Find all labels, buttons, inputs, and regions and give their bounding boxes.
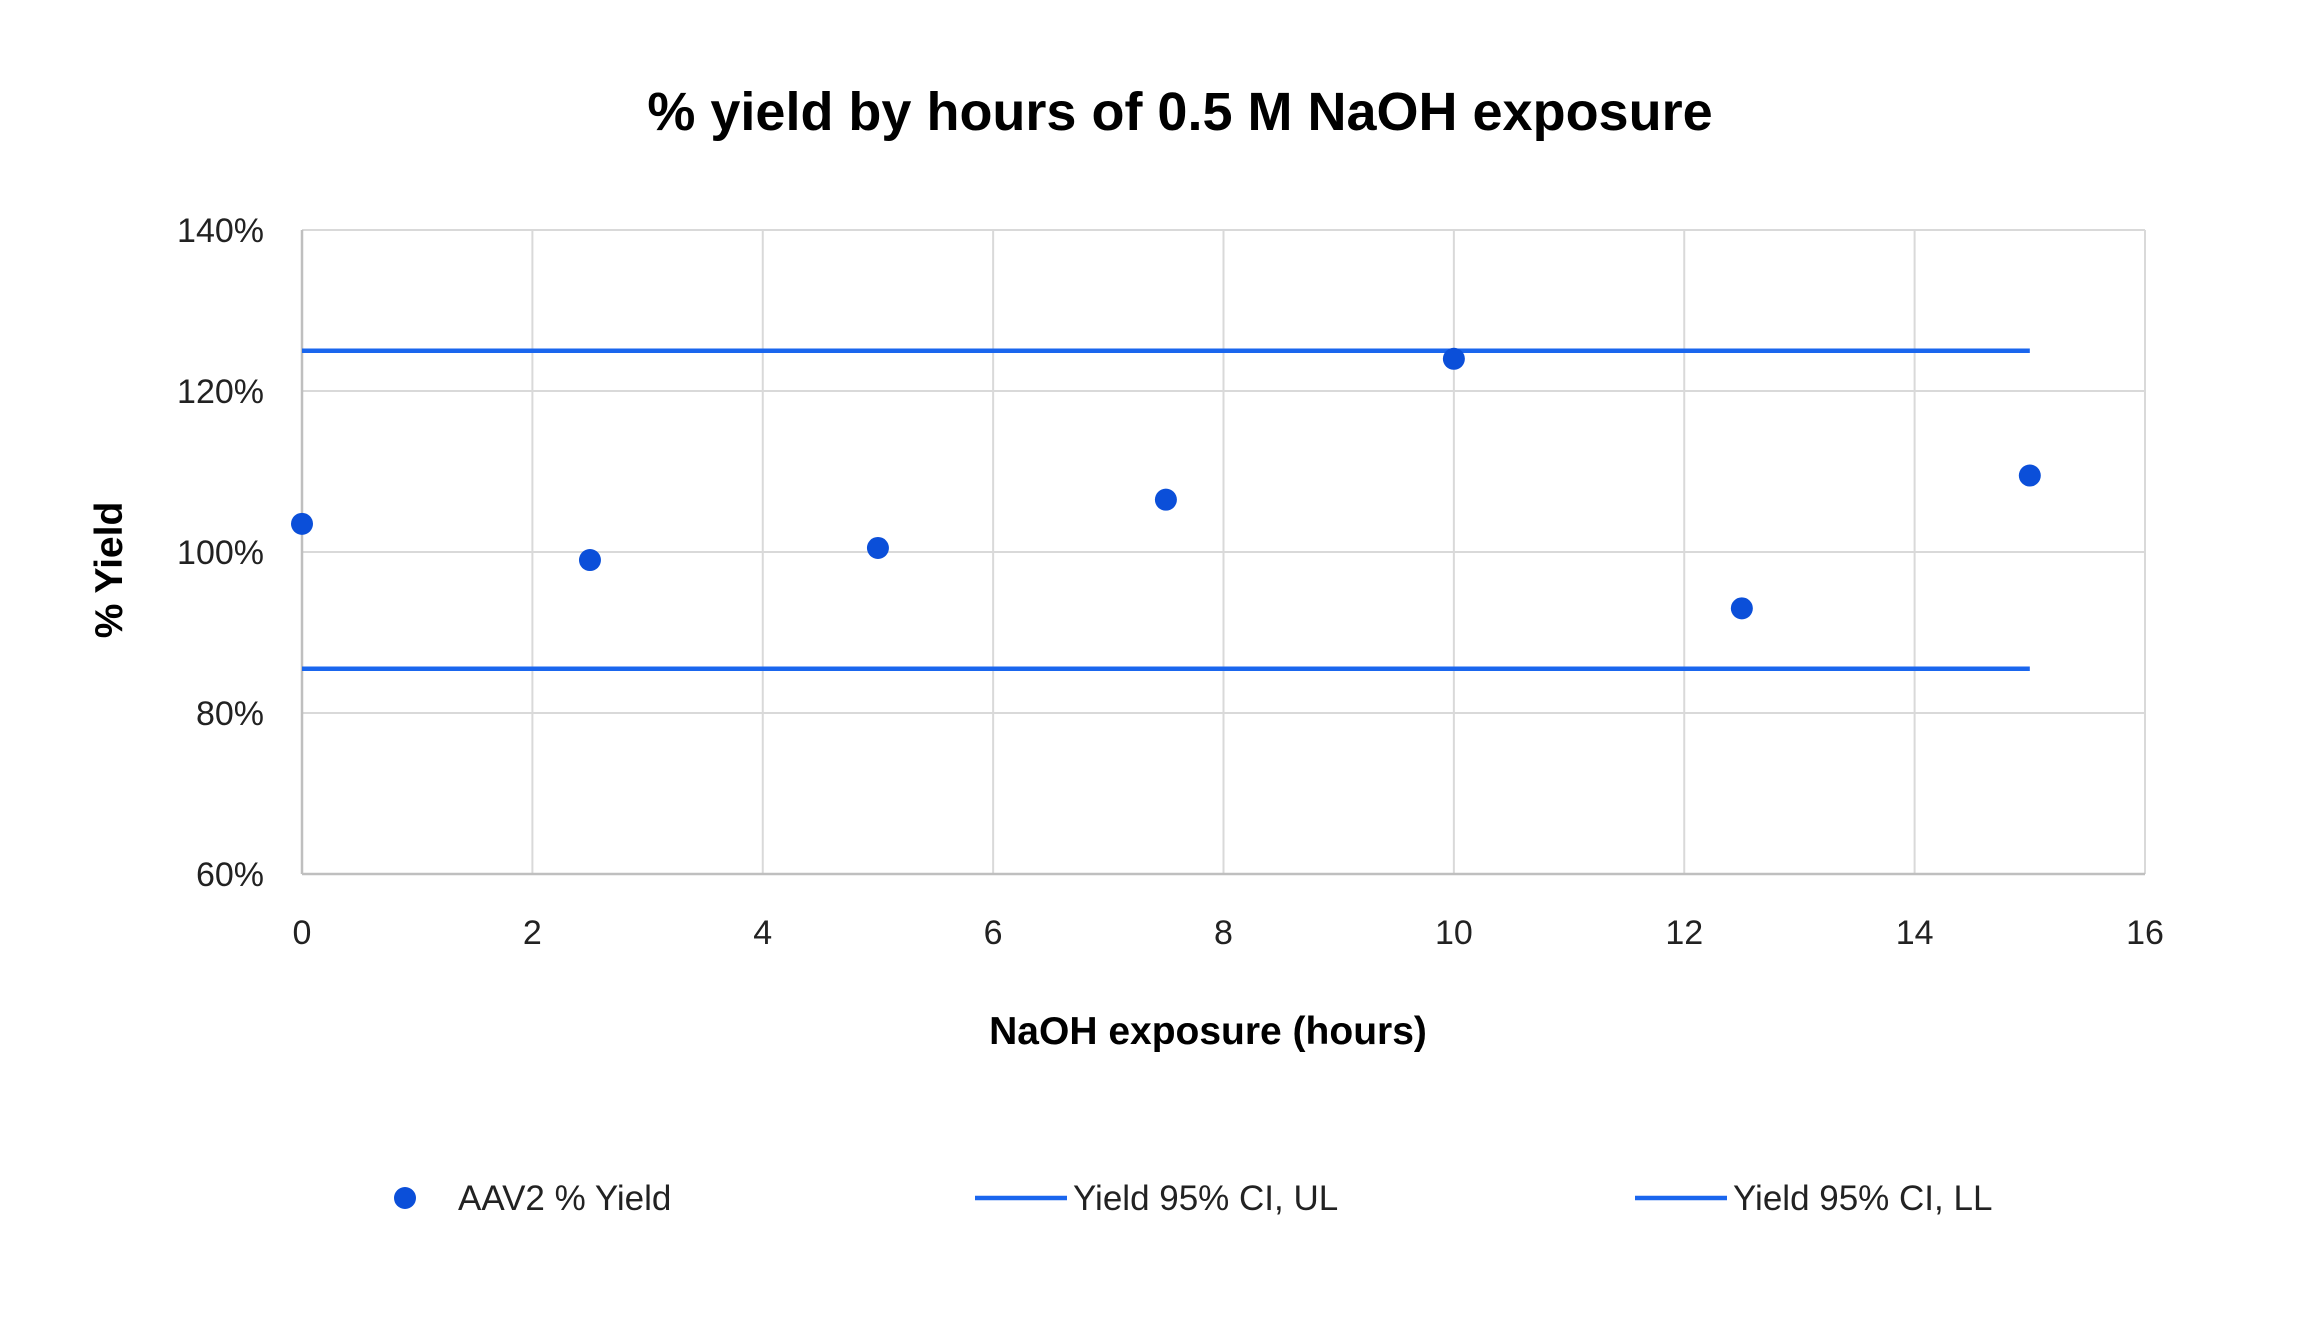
legend-label: Yield 95% CI, LL <box>1733 1179 1992 1218</box>
x-tick-label: 4 <box>753 914 772 952</box>
data-point <box>1154 488 1177 511</box>
x-tick-label: 12 <box>1665 914 1703 952</box>
y-axis-title: % Yield <box>88 502 131 639</box>
x-tick-label: 14 <box>1896 914 1934 952</box>
legend-label: AAV2 % Yield <box>458 1179 671 1218</box>
x-tick-label: 16 <box>2126 914 2164 952</box>
data-point <box>291 512 313 535</box>
data-point <box>578 549 601 572</box>
y-tick-label: 80% <box>196 695 264 733</box>
y-tick-label: 140% <box>177 212 264 250</box>
gridlines <box>302 229 2146 874</box>
legend-marker-swatch <box>394 1187 416 1209</box>
y-tick-label: 100% <box>177 534 264 572</box>
y-tick-labels: 60% 80% 100% 120% 140% <box>177 212 264 894</box>
x-tick-label: 8 <box>1214 914 1233 952</box>
data-point <box>1442 347 1465 370</box>
x-tick-label: 2 <box>523 914 542 952</box>
data-point <box>866 536 889 559</box>
x-axis-title: NaOH exposure (hours) <box>989 1010 1427 1053</box>
y-tick-label: 60% <box>196 856 264 894</box>
legend: AAV2 % Yield Yield 95% CI, UL Yield 95% CI… <box>394 1179 1992 1218</box>
y-tick-label: 120% <box>177 373 264 411</box>
legend-label: Yield 95% CI, UL <box>1073 1179 1338 1218</box>
axes <box>300 230 2145 876</box>
data-point <box>2018 464 2041 487</box>
x-tick-labels: 0 2 4 6 8 10 12 14 16 <box>293 914 2164 952</box>
x-tick-label: 6 <box>984 914 1003 952</box>
chart-title: % yield by hours of 0.5 M NaOH exposure <box>647 82 1712 142</box>
ci-lines <box>302 348 2030 671</box>
yield-points <box>291 347 2041 620</box>
x-tick-label: 10 <box>1435 914 1473 952</box>
x-tick-label: 0 <box>293 914 312 952</box>
data-point <box>1730 597 1753 620</box>
